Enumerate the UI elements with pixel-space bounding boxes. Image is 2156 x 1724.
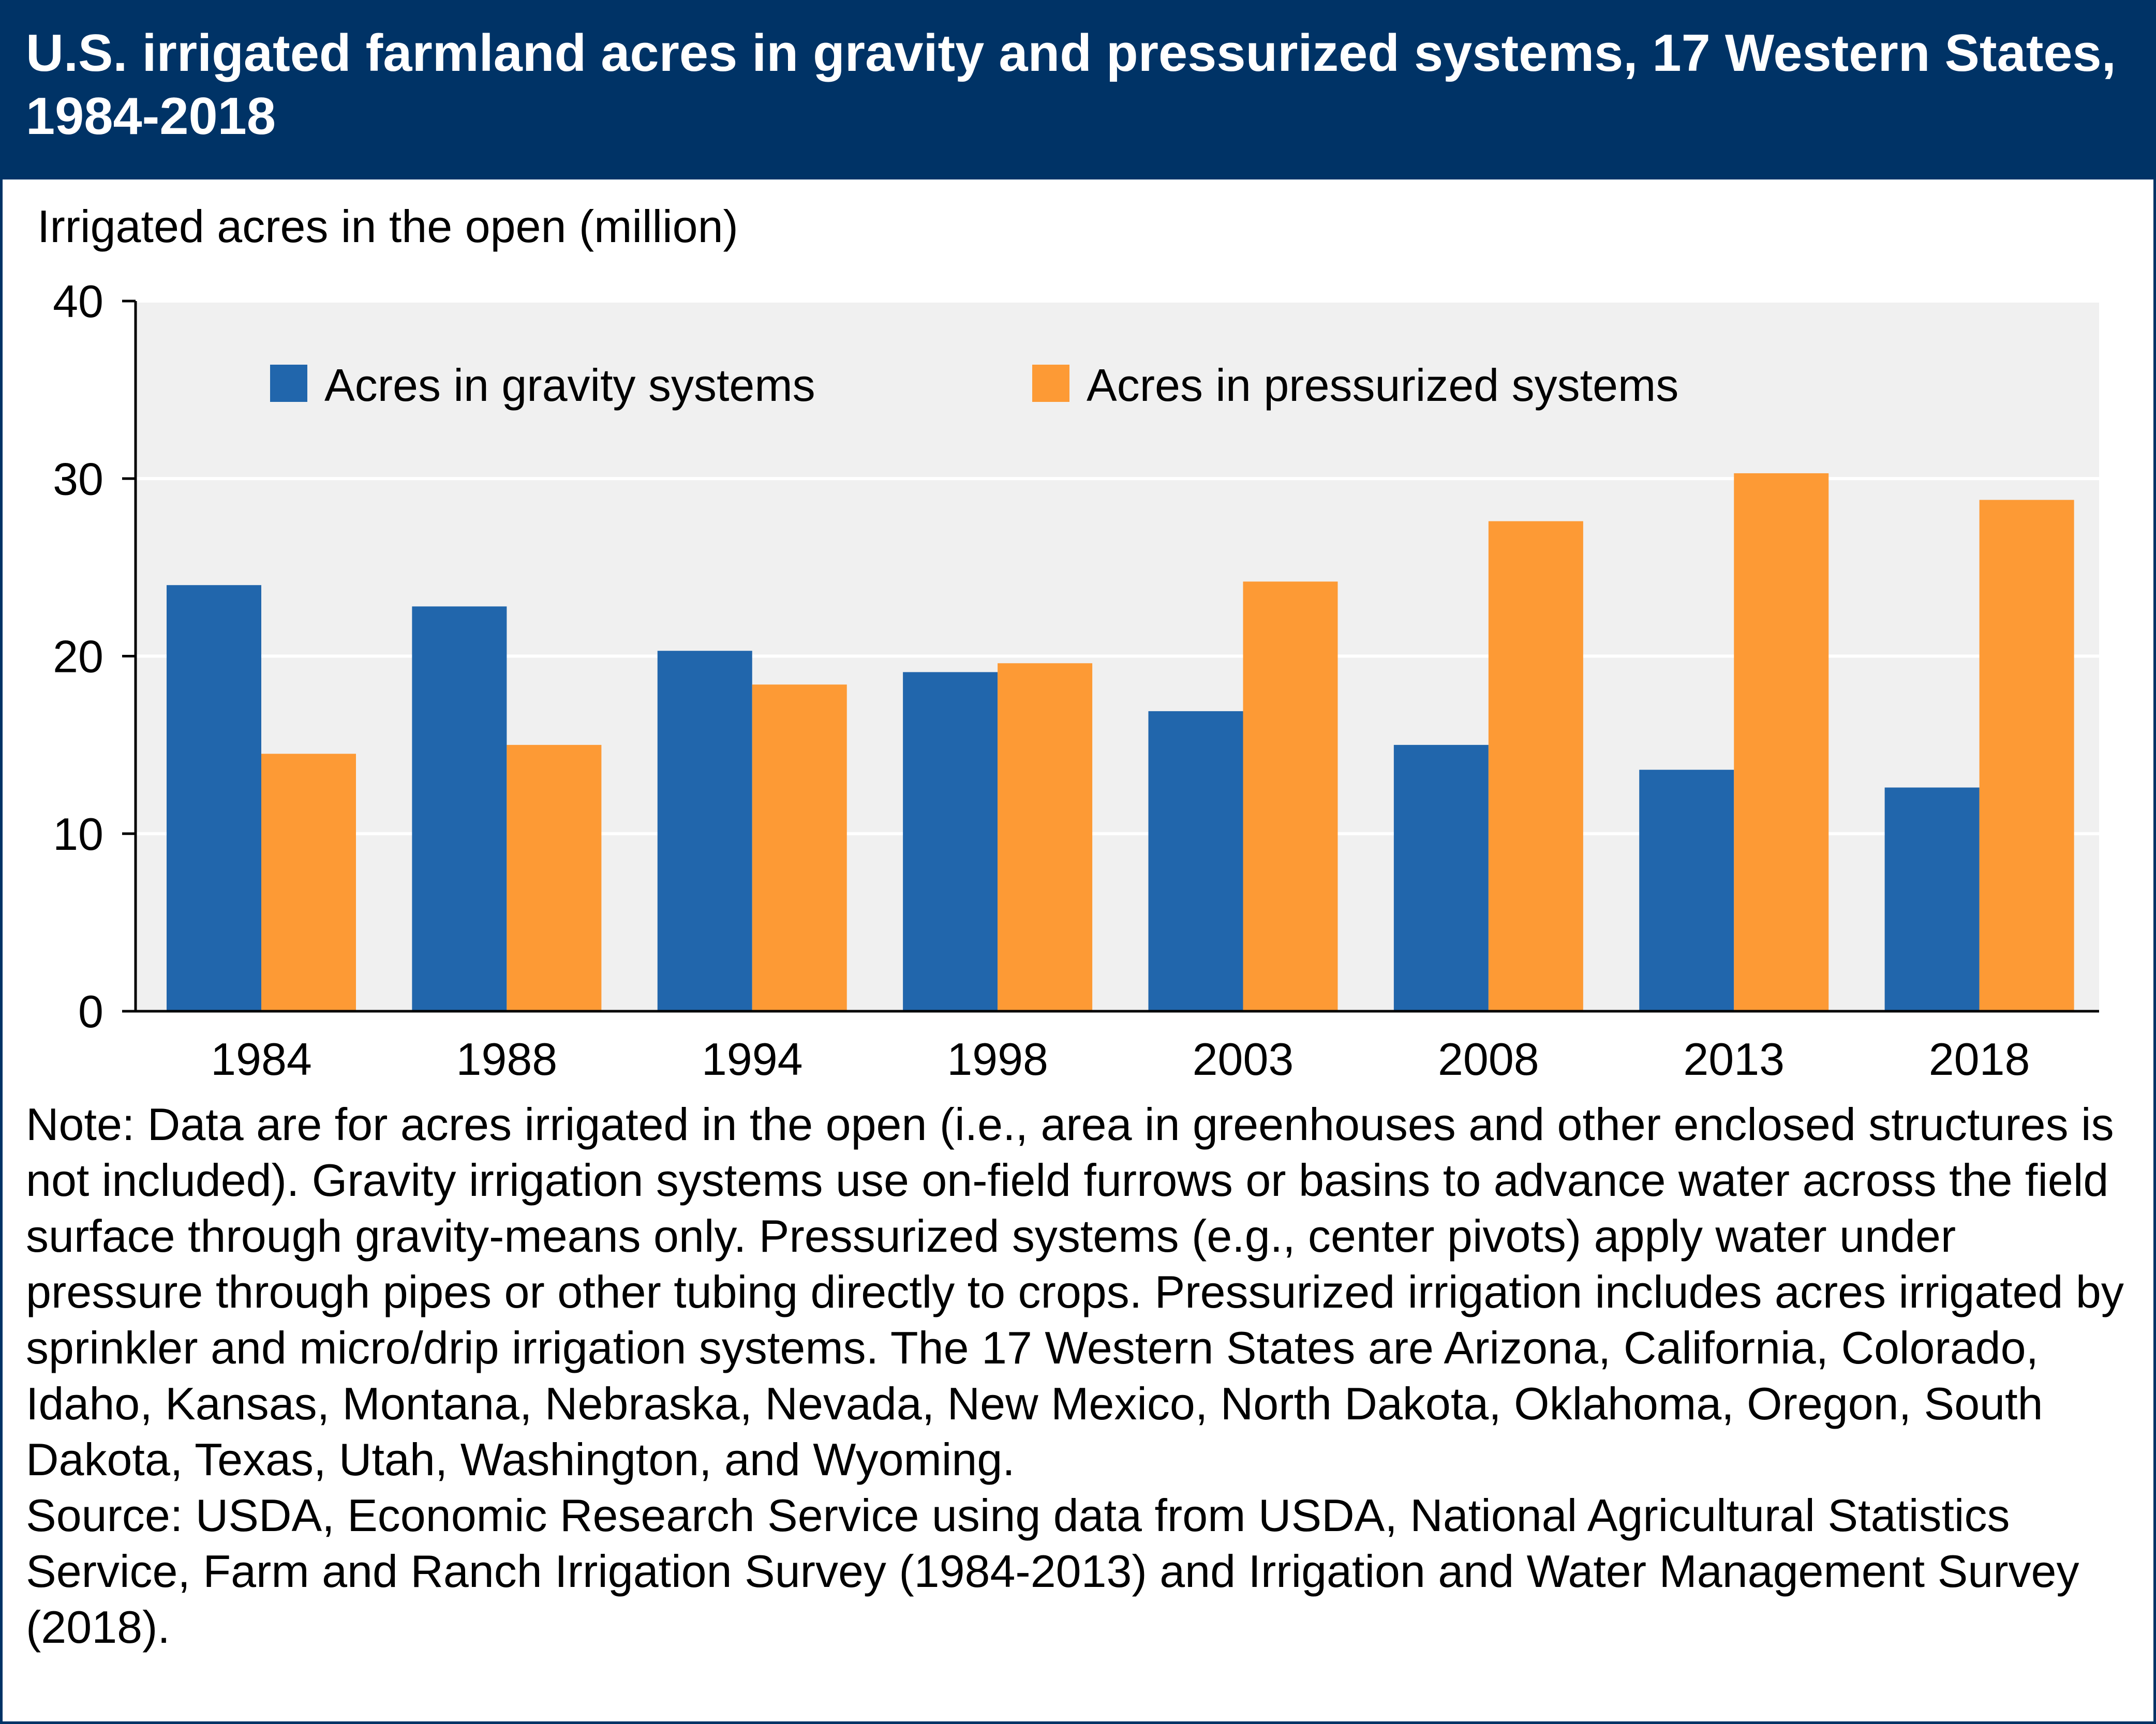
plot-area: 0 10 20 30 40 1984 1988 1994 1998 2003 2008 2013 201… (53, 276, 2099, 1085)
bar-gravity-1988 (412, 606, 507, 1011)
x-tick-label: 1998 (947, 1033, 1048, 1085)
note-text: Note: Data are for acres irrigated in th… (26, 1099, 2124, 1485)
bar-pressurized-1984 (261, 754, 356, 1011)
bar-pressurized-1998 (998, 663, 1093, 1011)
bar-gravity-2008 (1393, 745, 1489, 1011)
bar-pressurized-2008 (1488, 521, 1583, 1011)
bar-pressurized-1994 (752, 684, 847, 1011)
legend-swatch-gravity (270, 365, 307, 402)
bar-pressurized-2018 (1979, 500, 2074, 1011)
x-tick-label: 2013 (1683, 1033, 1785, 1085)
y-tick-label: 10 (53, 808, 103, 860)
bar-pressurized-1988 (507, 745, 602, 1011)
legend-label-gravity: Acres in gravity systems (324, 359, 815, 411)
bar-gravity-1998 (903, 672, 998, 1011)
y-axis-label: Irrigated acres in the open (million) (37, 201, 738, 252)
y-tick-label: 30 (53, 453, 103, 504)
bar-gravity-2013 (1639, 770, 1734, 1011)
bar-pressurized-2013 (1734, 473, 1829, 1011)
y-tick-label: 20 (53, 631, 103, 682)
bar-gravity-1984 (167, 585, 261, 1011)
legend-label-pressurized: Acres in pressurized systems (1087, 359, 1678, 411)
title-bar: U.S. irrigated farmland acres in gravity… (0, 0, 2156, 179)
x-tick-label: 2003 (1193, 1033, 1294, 1085)
chart-title: U.S. irrigated farmland acres in gravity… (26, 24, 2116, 145)
legend-swatch-pressurized (1032, 365, 1069, 402)
y-tick-label: 0 (78, 986, 103, 1037)
bar-pressurized-2003 (1243, 581, 1338, 1011)
bar-gravity-1994 (657, 651, 752, 1011)
notes-block: Note: Data are for acres irrigated in th… (26, 1097, 2137, 1655)
x-tick-label: 1984 (211, 1033, 312, 1085)
y-tick-label: 40 (53, 276, 103, 327)
x-tick-label: 1988 (456, 1033, 557, 1085)
x-tick-label: 2008 (1438, 1033, 1539, 1085)
bar-gravity-2003 (1148, 711, 1243, 1011)
bar-gravity-2018 (1884, 787, 1980, 1011)
x-tick-label: 1994 (702, 1033, 803, 1085)
x-tick-label: 2018 (1929, 1033, 2030, 1085)
source-text: Source: USDA, Economic Research Service … (26, 1490, 2079, 1653)
